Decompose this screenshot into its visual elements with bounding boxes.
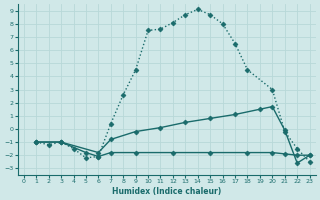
X-axis label: Humidex (Indice chaleur): Humidex (Indice chaleur) (112, 187, 221, 196)
